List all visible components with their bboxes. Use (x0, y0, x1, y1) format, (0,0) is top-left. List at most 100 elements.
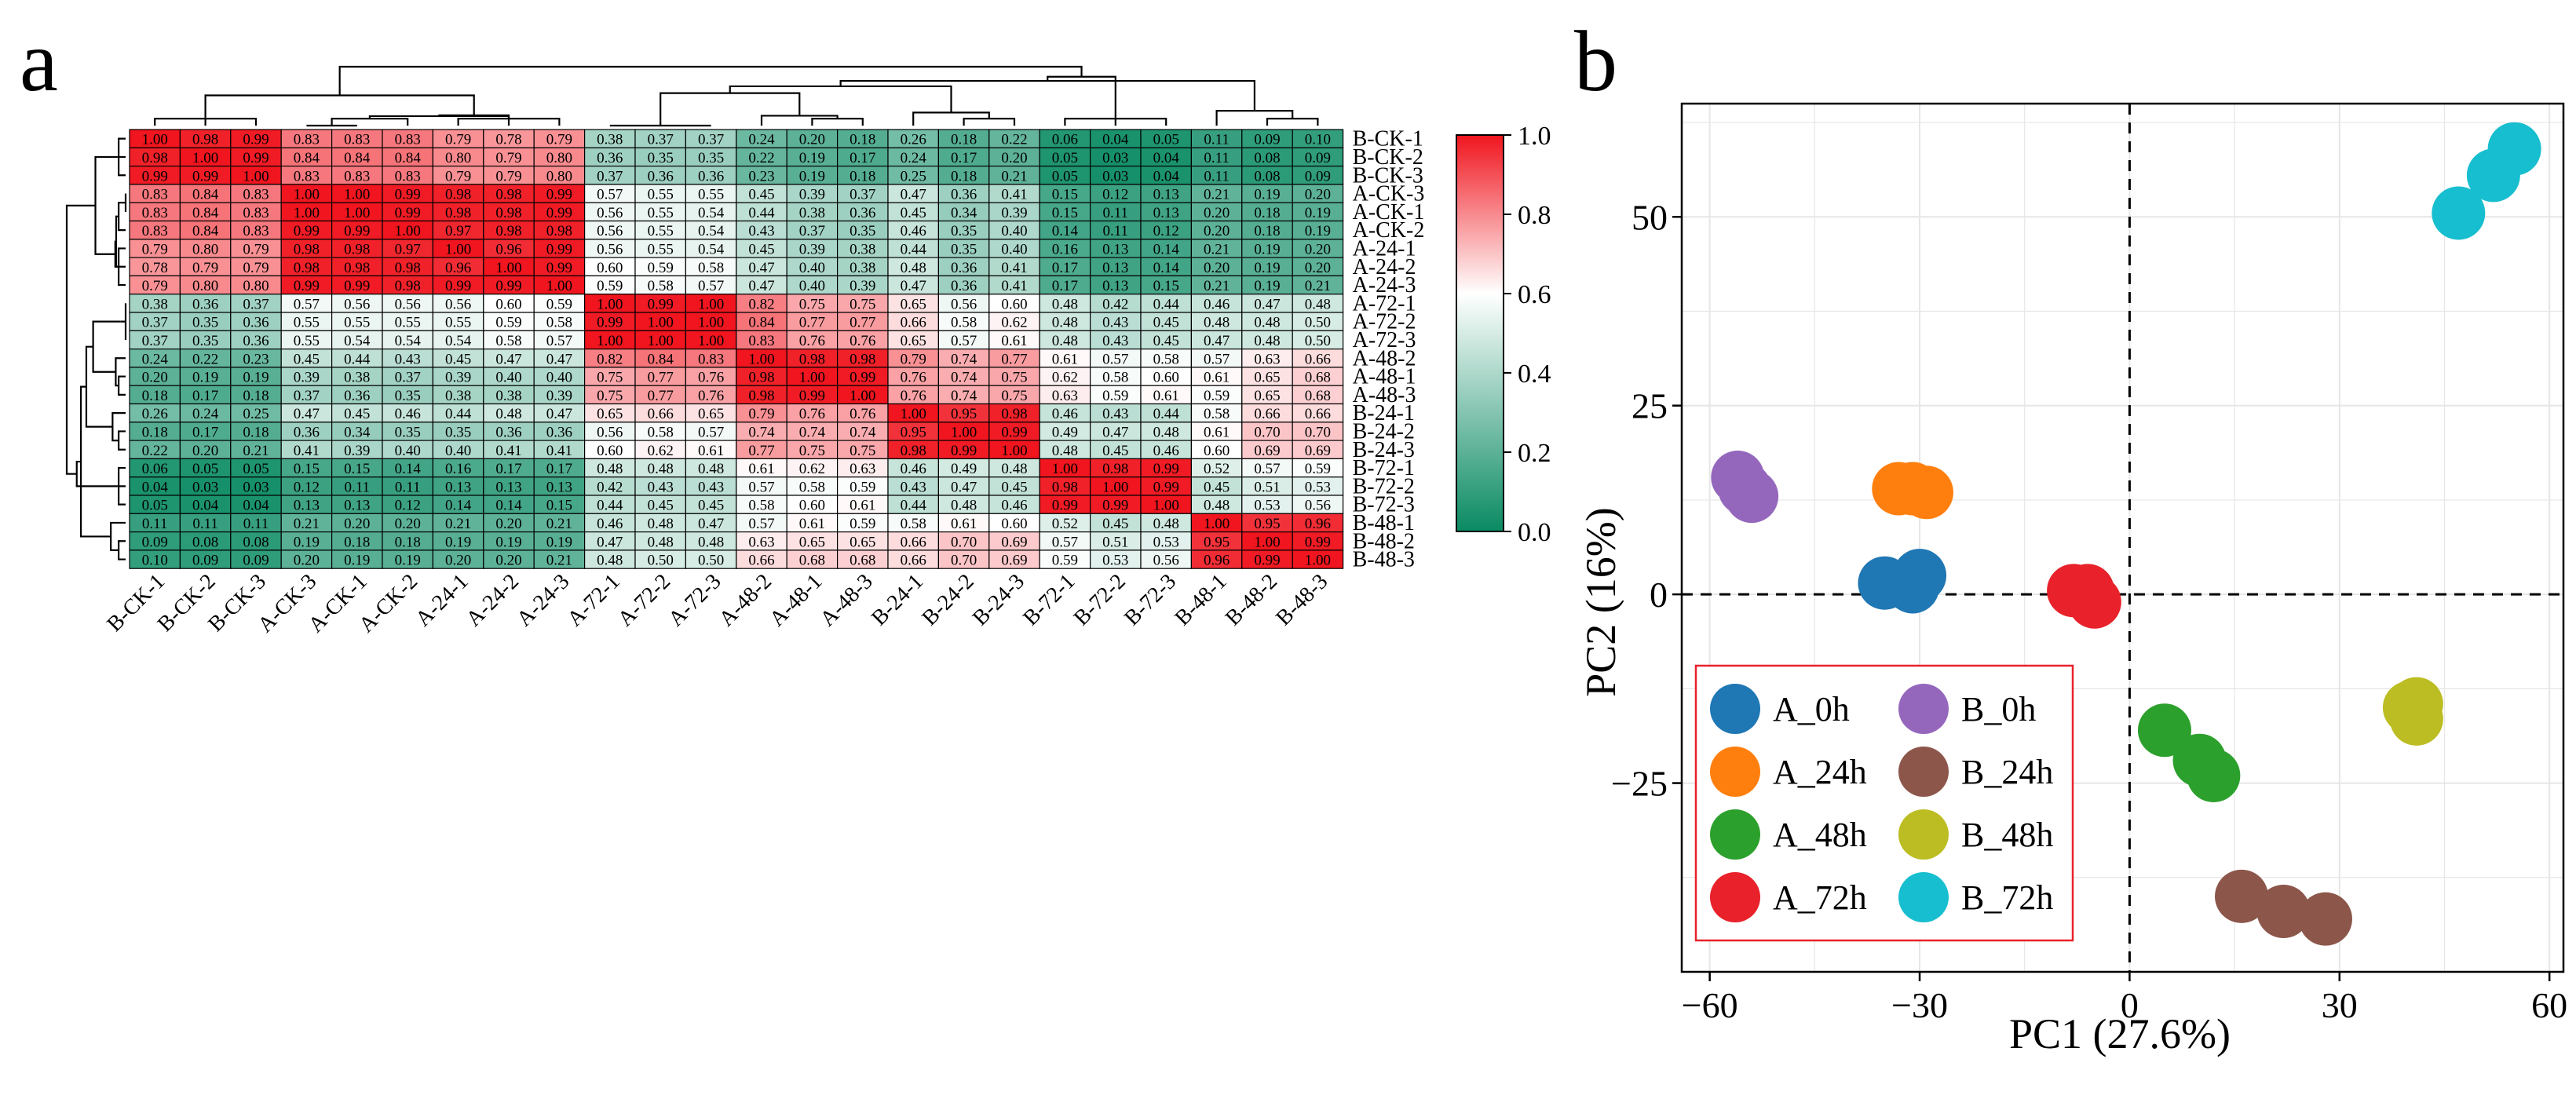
heatmap-cell-value: 0.15 (1052, 205, 1078, 221)
heatmap-cell-value: 0.38 (495, 388, 521, 404)
heatmap-cell-value: 0.48 (597, 553, 623, 569)
heatmap-cell-value: 0.61 (698, 443, 724, 459)
heatmap-cell-value: 0.36 (698, 168, 724, 184)
heatmap-cell-value: 0.54 (698, 205, 725, 221)
heatmap-cell-value: 0.39 (294, 370, 320, 386)
heatmap-cell-value: 0.77 (850, 315, 875, 331)
heatmap-cell-value: 0.84 (192, 223, 219, 239)
heatmap-cell-value: 0.55 (294, 315, 320, 331)
heatmap-cell-value: 0.57 (748, 479, 774, 495)
heatmap-cell-value: 0.98 (142, 150, 168, 166)
heatmap-cell-value: 0.98 (344, 241, 370, 257)
scatter-point-b_72h (2432, 186, 2486, 240)
heatmap-cell-value: 0.22 (1001, 132, 1027, 148)
heatmap-cell-value: 0.19 (1305, 223, 1331, 239)
heatmap-cell-value: 0.20 (395, 516, 421, 532)
heatmap-cell-value: 0.45 (1102, 516, 1128, 532)
row-label: B-24-3 (1353, 438, 1415, 462)
heatmap-cell-value: 0.78 (142, 260, 168, 276)
heatmap-cell-value: 0.36 (243, 315, 269, 331)
heatmap-cell-value: 1.00 (243, 168, 269, 184)
heatmap-cell-value: 0.45 (1153, 315, 1179, 331)
heatmap-cell-value: 0.18 (142, 424, 168, 440)
heatmap-cell-value: 0.79 (243, 241, 269, 257)
heatmap-cell-value: 0.45 (748, 241, 774, 257)
heatmap-cell-value: 0.70 (1305, 424, 1331, 440)
heatmap-cell-value: 0.45 (1001, 479, 1027, 495)
heatmap-cell-value: 0.14 (1153, 260, 1180, 276)
heatmap-cell-value: 0.44 (901, 498, 927, 514)
heatmap-cell-value: 0.42 (1102, 296, 1128, 312)
legend-label: A_0h (1773, 690, 1850, 728)
heatmap-cell-value: 0.48 (495, 406, 521, 422)
heatmap-cell-value: 0.06 (1052, 132, 1078, 148)
y-tick-label: 50 (1631, 197, 1668, 237)
dendrogram-branch (438, 114, 510, 126)
heatmap-cell-value: 0.96 (1305, 516, 1331, 532)
heatmap-cell-value: 0.84 (395, 150, 422, 166)
heatmap-cell-value: 0.80 (243, 278, 269, 294)
heatmap-cell-value: 0.99 (1052, 498, 1078, 514)
heatmap-cell-value: 0.84 (192, 187, 219, 203)
heatmap-cell-value: 0.18 (395, 534, 421, 550)
heatmap-cell-value: 0.66 (901, 315, 926, 331)
heatmap-cell-value: 1.00 (951, 424, 977, 440)
colorbar-tick-label: 0.8 (1518, 201, 1551, 230)
heatmap-cell-value: 0.41 (495, 443, 521, 459)
heatmap-cell-value: 0.10 (1305, 132, 1331, 148)
heatmap-cell-value: 0.20 (1305, 260, 1331, 276)
scatter-point-a_48h (2187, 748, 2241, 802)
heatmap-cell-value: 0.45 (445, 351, 471, 367)
heatmap-cell-value: 0.04 (1153, 150, 1180, 166)
heatmap-cell-value: 0.20 (344, 516, 370, 532)
heatmap-cell-value: 0.60 (597, 260, 623, 276)
heatmap-cell-value: 0.48 (1153, 516, 1179, 532)
heatmap-cell-value: 0.19 (445, 534, 471, 550)
column-label: A-72-3 (663, 569, 725, 631)
heatmap-cell-value: 0.41 (1001, 187, 1027, 203)
heatmap-cell-value: 0.49 (951, 461, 977, 477)
heatmap-cell-value: 0.12 (1102, 187, 1128, 203)
heatmap-cell-value: 0.46 (395, 406, 421, 422)
dendrogram-branch (204, 94, 475, 118)
y-tick-label: 25 (1631, 386, 1668, 426)
heatmap-cell-value: 1.00 (1204, 516, 1230, 532)
row-label: B-CK-1 (1353, 127, 1423, 152)
heatmap-cell-value: 0.34 (951, 205, 977, 221)
heatmap-cell-value: 0.54 (698, 223, 725, 239)
heatmap-cell-value: 0.58 (1153, 351, 1179, 367)
dendrogram-branch (1266, 118, 1319, 126)
heatmap-cell-value: 0.18 (850, 132, 875, 148)
dendrogram-branch (92, 320, 121, 373)
heatmap-cell-value: 0.99 (648, 296, 674, 312)
heatmap-cell-value: 0.59 (1102, 388, 1128, 404)
heatmap-cell-value: 0.19 (799, 150, 825, 166)
heatmap-cell-value: 0.96 (445, 260, 471, 276)
heatmap-cell-value: 0.48 (1204, 498, 1230, 514)
heatmap-cell-value: 0.63 (850, 461, 875, 477)
heatmap-cell-value: 0.79 (142, 241, 168, 257)
heatmap-cell-value: 0.99 (1001, 424, 1027, 440)
heatmap-cell-value: 0.69 (1001, 553, 1027, 569)
heatmap-cell-value: 0.48 (1052, 333, 1078, 349)
heatmap-cell-value: 0.83 (748, 333, 774, 349)
legend-marker (1898, 809, 1949, 860)
scatter-point-b_0h (1725, 469, 1779, 524)
x-tick-label: 30 (2322, 985, 2358, 1025)
heatmap-cell-value: 0.48 (1052, 315, 1078, 331)
heatmap-cell-value: 1.00 (294, 187, 320, 203)
heatmap-cell-value: 0.23 (748, 168, 774, 184)
heatmap-cell-value: 0.56 (597, 223, 623, 239)
heatmap-cell-value: 0.99 (243, 150, 269, 166)
heatmap-cell-value: 0.61 (799, 516, 825, 532)
heatmap-cell-value: 0.99 (1102, 498, 1128, 514)
row-label: A-CK-2 (1353, 218, 1425, 243)
heatmap-cell-value: 1.00 (1305, 553, 1331, 569)
heatmap-cell-value: 0.19 (799, 168, 825, 184)
dendrogram-branch (85, 345, 113, 428)
heatmap-cell-value: 0.37 (850, 187, 875, 203)
row-label: B-24-2 (1353, 419, 1415, 444)
heatmap-cell-value: 0.66 (901, 534, 926, 550)
heatmap-cell-value: 0.84 (748, 315, 775, 331)
heatmap-cell-value: 0.14 (445, 498, 472, 514)
